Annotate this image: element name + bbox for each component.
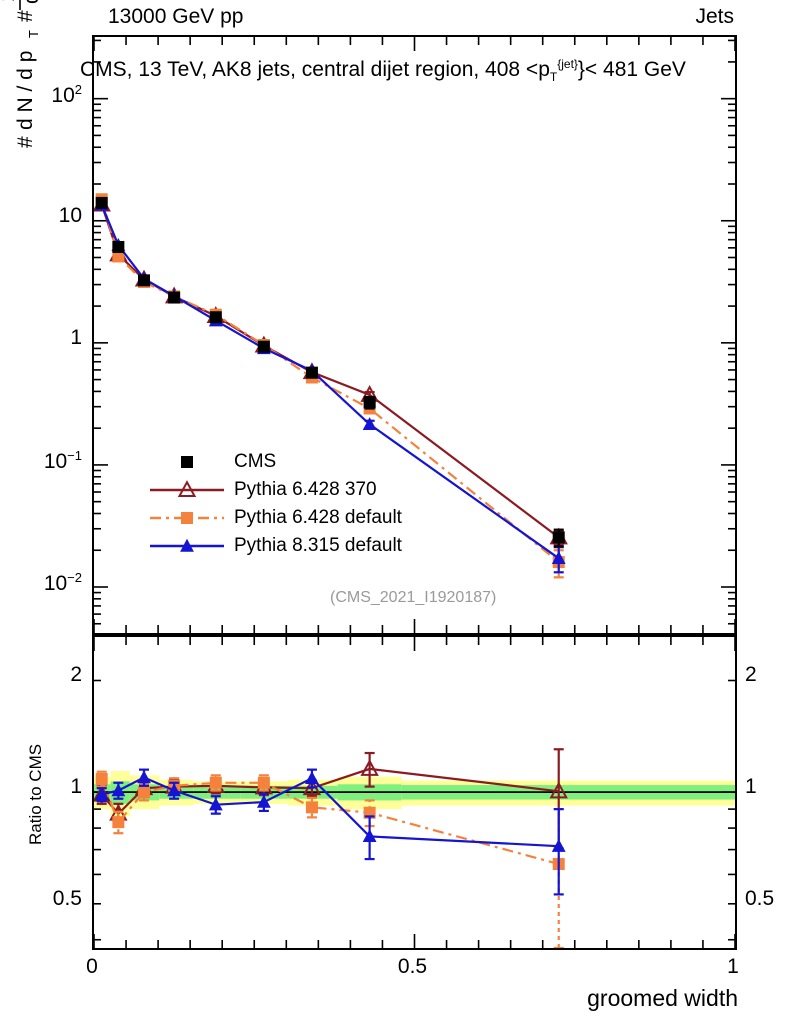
data-marker [208,797,223,811]
data-marker [305,801,318,814]
legend-label: Pythia 8.315 default [234,535,402,556]
ratio-ytick-label: 1 [70,775,82,799]
data-marker [209,311,222,324]
ratio-ytick-label: 1 [745,775,757,799]
data-marker [209,776,222,789]
data-marker [112,816,125,829]
svg-text:T: T [26,30,41,38]
legend-key-pythia-6-428-370 [150,480,224,500]
analysis-id-watermark: (CMS_2021_I1920187) [330,589,497,606]
data-marker [180,538,194,552]
data-marker [181,512,193,524]
data-marker [112,240,125,253]
ratio-plot-panel [92,635,737,950]
data-marker [181,456,193,468]
data-marker [551,838,566,852]
legend-key-pythia-6-428-default [150,508,224,528]
svg-text:#: # [14,10,37,22]
uncertainty-bands [94,771,735,817]
data-marker [94,787,109,801]
plot-title-sup: {jet} [557,57,578,71]
xaxis-label: groomed width [587,985,738,1011]
data-marker [363,396,376,409]
ratio-ytick-label: 2 [745,663,757,687]
ratio-ytick-label: 0.5 [52,886,82,910]
svg-text:#: # [14,136,37,148]
legend-entry: Pythia 6.428 default [150,504,402,532]
data-marker [111,783,126,797]
data-marker [168,291,181,304]
data-marker [362,829,377,843]
svg-text:1: 1 [0,0,19,2]
main-ytick-label: 1 [70,325,82,349]
data-marker [95,196,108,209]
data-marker [256,794,271,808]
data-marker [549,781,568,799]
legend-entry: Pythia 8.315 default [150,532,402,560]
data-marker [257,340,270,353]
legend-key-cms [150,452,224,472]
axis-ticks [94,637,735,948]
data-marker [167,783,182,797]
data-marker [177,480,197,497]
axis-ticks [94,37,735,633]
main-plot-panel [92,35,737,635]
main-yaxis-label: # d N / d p T # 1 d p T d 2 N d λ [0,0,50,150]
data-marker [112,250,125,263]
svg-text:d p: d p [20,0,43,4]
legend-label: CMS [234,451,277,472]
plot-title-sub: T [549,70,558,85]
data-marker [552,531,565,544]
data-marker [551,551,566,564]
data-marker [137,770,151,784]
legend: CMS Pythia 6.428 370 Pythia 6.428 default P… [150,448,402,560]
legend-key-pythia-8-315-default [150,536,224,556]
data-marker [362,417,377,431]
header-analysis-label: Jets [695,5,734,28]
main-ytick-label: 10 [58,203,82,227]
plot-title: CMS, 13 TeV, AK8 jets, central dijet reg… [80,57,686,84]
plot-title-suffix: }< 481 GeV [577,58,686,81]
main-ytick-label: 102 [51,81,82,107]
series-pythia-8-315-default [94,768,566,896]
ratio-ytick-label: 0.5 [745,886,775,910]
legend-label: Pythia 6.428 370 [234,479,377,500]
data-marker [305,366,318,379]
series-cms [95,196,565,548]
data-marker [95,773,108,786]
legend-label: Pythia 6.428 default [234,507,402,528]
xtick-label: 1 [727,955,739,978]
ratio-ytick-label: 2 [70,663,82,687]
data-marker [360,759,379,776]
xtick-label: 0.5 [397,955,428,978]
data-marker [257,776,270,789]
header-beam-label: 13000 GeV pp [108,5,244,28]
data-marker [137,274,150,287]
svg-text:d N / d p: d N / d p [14,51,37,130]
main-ytick-label: 10−1 [43,447,82,473]
xtick-label: 0 [86,955,98,978]
legend-entry: CMS [150,448,402,476]
legend-entry: Pythia 6.428 370 [150,476,402,504]
plot-title-prefix: CMS, 13 TeV, AK8 jets, central dijet reg… [80,58,550,81]
main-ytick-label: 10−2 [43,570,82,595]
series-pythia-6-428-default [95,770,565,948]
data-marker [305,771,319,784]
data-marker [137,786,150,799]
